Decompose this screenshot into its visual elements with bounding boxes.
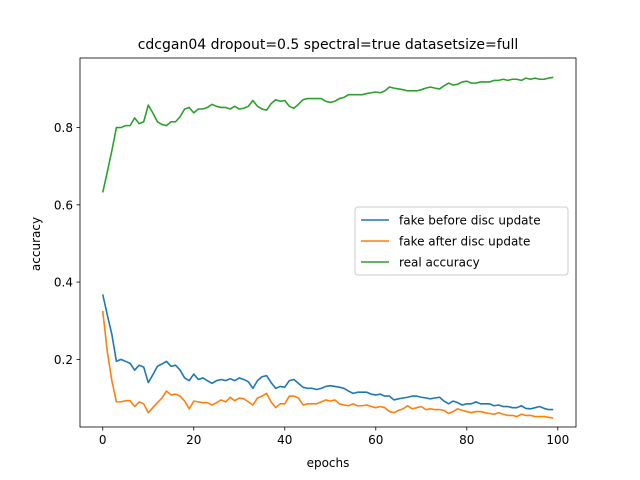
y-tick-label: 0.8 (54, 121, 73, 135)
x-tick-label: 0 (99, 433, 107, 447)
legend: fake before disc update fake after disc u… (354, 206, 569, 276)
y-axis-label: accuracy (29, 217, 43, 271)
y-tick-label: 0.4 (54, 276, 73, 290)
series-line-2 (101, 310, 554, 419)
x-tick-label: 20 (186, 433, 201, 447)
x-tick-label: 80 (459, 433, 474, 447)
x-tick-label: 40 (277, 433, 292, 447)
y-tick-label: 0.6 (54, 198, 73, 212)
series-line-1 (101, 294, 554, 411)
x-axis-label: epochs (307, 456, 350, 470)
y-tick-label: 0.2 (54, 353, 73, 367)
legend-label: fake after disc update (399, 235, 530, 249)
x-tick-label: 60 (368, 433, 383, 447)
plot-area (101, 76, 554, 419)
legend-label: real accuracy (399, 256, 480, 270)
legend-box (354, 206, 569, 276)
axes-frame (79, 57, 577, 428)
y-axis: 0.2 0.4 0.6 0.8 (54, 121, 80, 367)
x-axis: 0 20 40 60 80 100 (99, 427, 569, 447)
legend-label: fake before disc update (399, 214, 541, 228)
series-line-3 (101, 76, 554, 193)
x-tick-label: 100 (546, 433, 569, 447)
chart-title: cdcgan04 dropout=0.5 spectral=true datas… (138, 37, 519, 53)
